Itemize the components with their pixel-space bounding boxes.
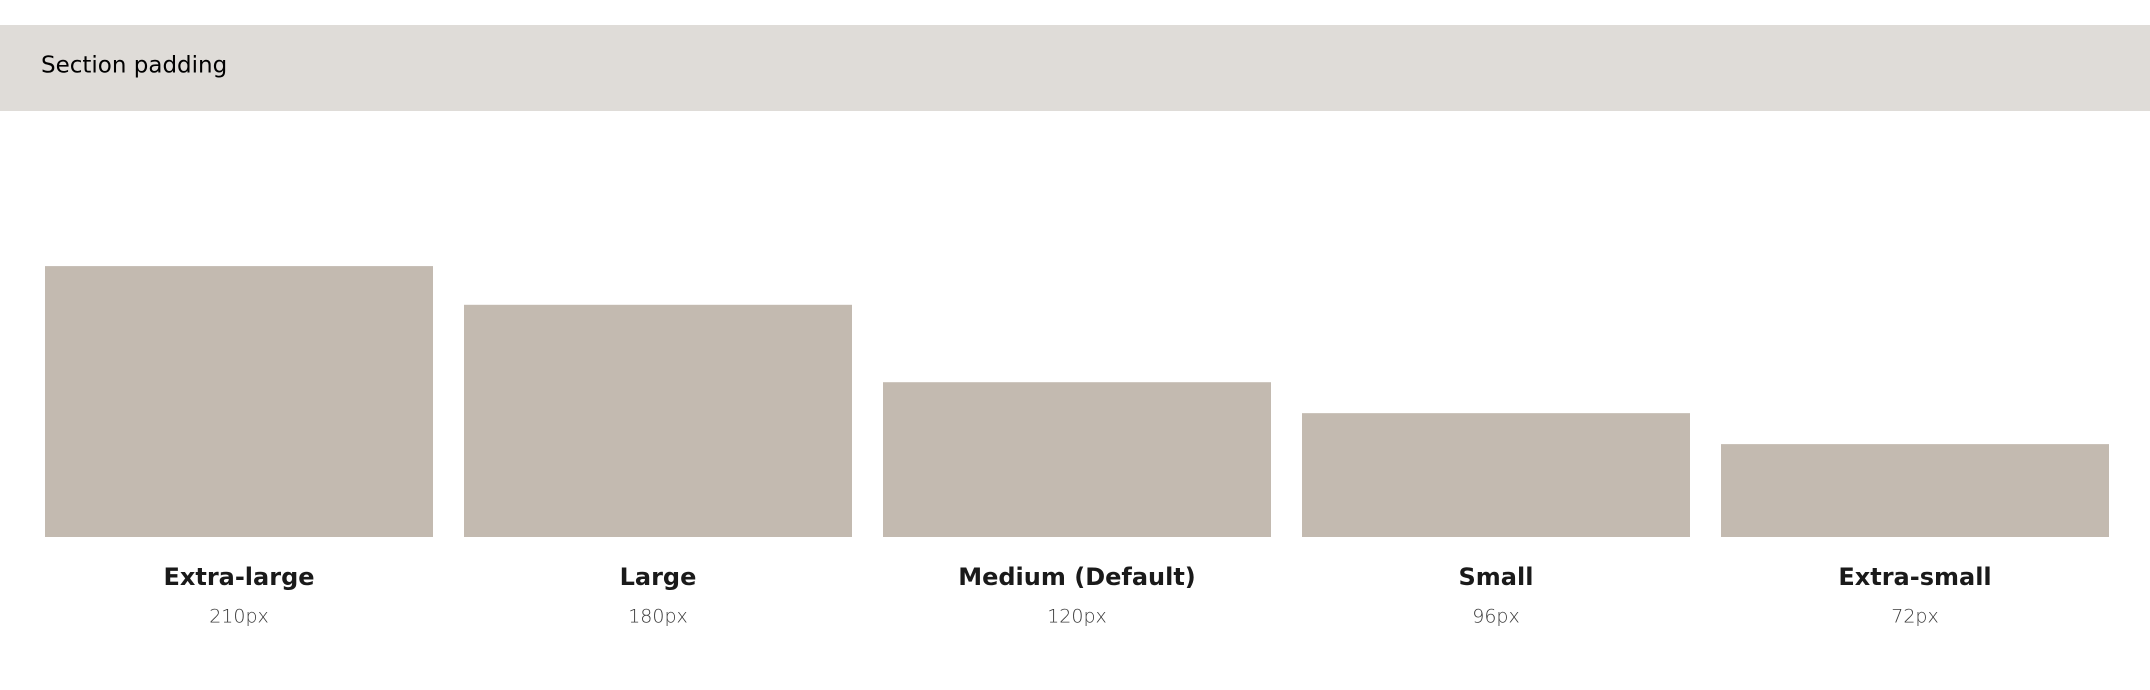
- item-name: Extra-large: [163, 563, 314, 591]
- item-name: Small: [1459, 563, 1534, 591]
- padding-box: [464, 304, 852, 537]
- padding-box: [45, 266, 433, 537]
- item-name: Medium (Default): [958, 563, 1196, 591]
- padding-box: [883, 382, 1271, 537]
- padding-box: [1721, 444, 2109, 537]
- padding-box: [1302, 413, 1690, 537]
- header-band: [0, 25, 2150, 111]
- item-size: 72px: [1891, 606, 1938, 628]
- item-name: Large: [620, 563, 697, 591]
- item-size: 120px: [1047, 606, 1107, 628]
- item-name: Extra-small: [1838, 563, 1991, 591]
- header-title: Section padding: [41, 53, 227, 79]
- item-size: 210px: [209, 606, 269, 628]
- item-size: 180px: [628, 606, 688, 628]
- item-size: 96px: [1472, 606, 1519, 628]
